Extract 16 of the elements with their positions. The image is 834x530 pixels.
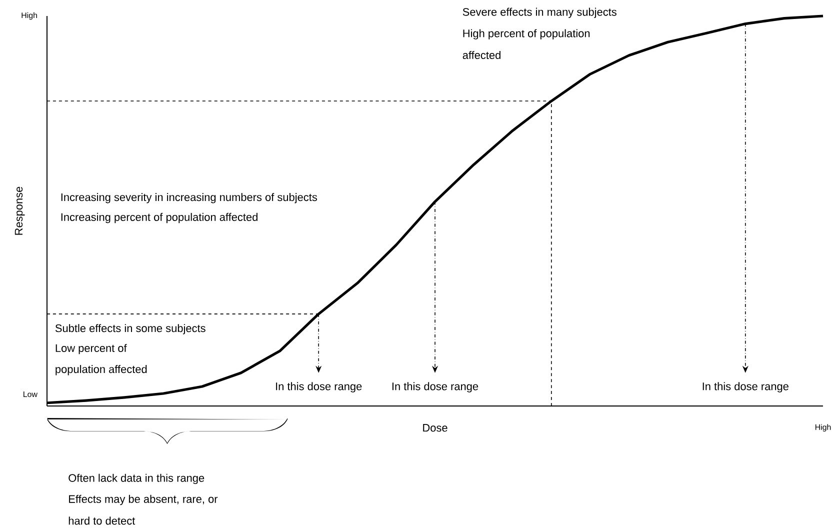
annotation: Increasing percent of population affected xyxy=(61,212,258,224)
annotation: Severe effects in many subjects xyxy=(462,8,616,18)
y-axis-title: Response xyxy=(14,186,25,235)
x-axis-title: Dose xyxy=(423,424,448,432)
annotation: Increasing severity in increasing numbers of subjects xyxy=(61,193,317,204)
annotation: In this dose range xyxy=(702,382,788,392)
annotation: Subtle effects in some subjects xyxy=(55,324,206,334)
annotation: population affected xyxy=(56,365,147,376)
annotation: affected xyxy=(462,50,500,60)
text: Effects may be absent, rare, or xyxy=(69,494,218,506)
annotation: High percent of population xyxy=(463,29,590,40)
annotation: In this dose range xyxy=(392,382,478,392)
text: hard to detect xyxy=(68,516,136,525)
annotation: In this dose range xyxy=(276,382,362,392)
text: Often lack data in this range xyxy=(68,474,204,484)
annotation: Low percent of xyxy=(56,344,127,354)
